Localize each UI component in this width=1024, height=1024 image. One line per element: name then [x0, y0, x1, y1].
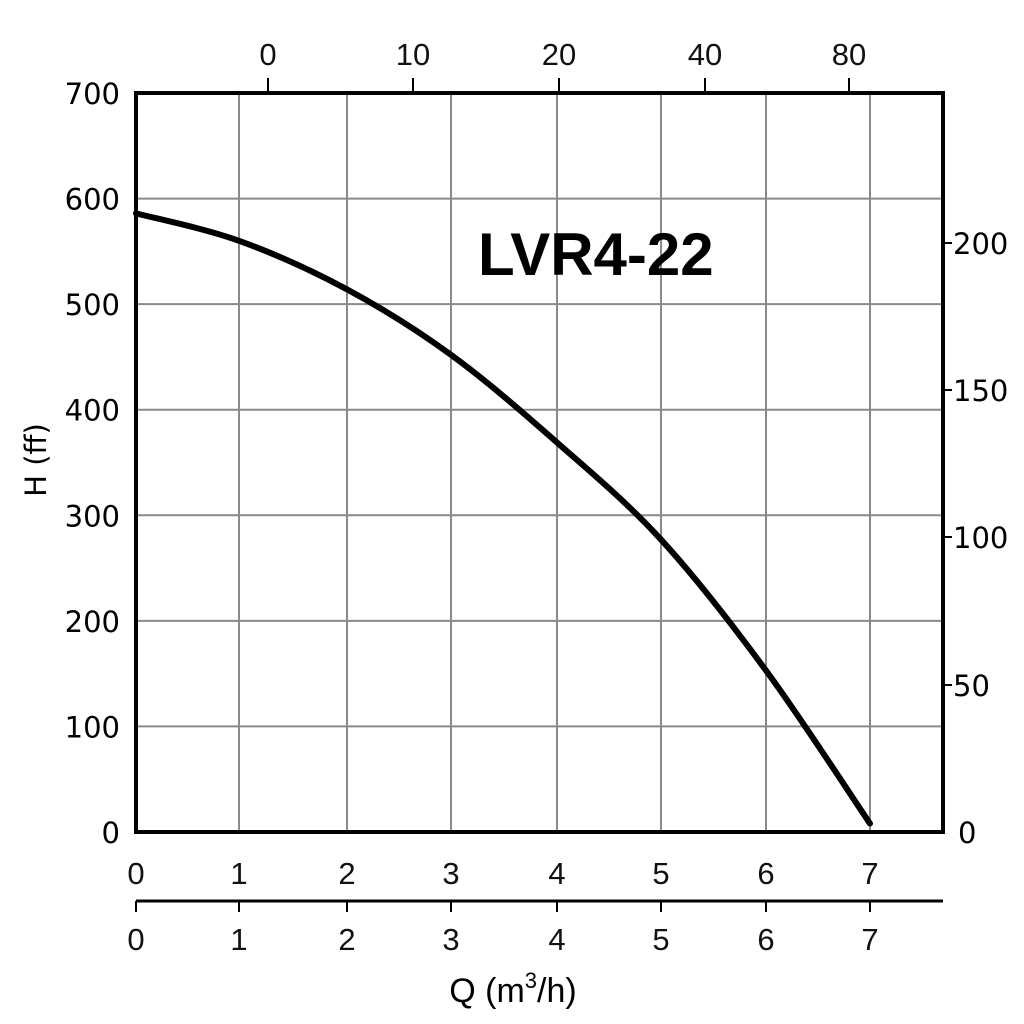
top-axis: 0 10 20 40 80 — [259, 37, 866, 93]
secondary-x-axis-tick-label: 6 — [757, 922, 774, 957]
right-axis-tick-label: 150 — [953, 374, 1008, 408]
bottom-axis-primary: 0 1 2 3 4 5 6 7 — [127, 856, 878, 891]
top-axis-tick-label: 0 — [259, 37, 276, 72]
left-axis-tick-label: 700 — [65, 77, 120, 111]
right-axis-tick-label: 50 — [953, 669, 990, 703]
secondary-x-axis-tick-label: 2 — [338, 922, 355, 957]
x-axis-tick-label: 6 — [757, 856, 774, 891]
x-axis-tick-label: 4 — [548, 856, 565, 891]
plot-frame — [134, 91, 945, 834]
pump-curve-line — [133, 210, 873, 827]
y-axis-title: H (ff) — [19, 423, 53, 497]
right-axis-tick-label: 100 — [953, 521, 1008, 555]
x-axis-tick-label: 5 — [652, 856, 669, 891]
left-axis-tick-label: 200 — [65, 605, 120, 639]
left-axis: 0 100 200 300 400 500 600 700 — [65, 77, 120, 850]
x-axis-tick-label: 1 — [230, 856, 247, 891]
left-axis-tick-label: 400 — [65, 394, 120, 428]
x-axis-tick-label: 3 — [442, 856, 459, 891]
left-axis-tick-label: 0 — [102, 816, 120, 850]
right-axis: 0 50 100 150 200 — [943, 227, 1008, 850]
left-axis-tick-label: 300 — [65, 499, 120, 533]
left-axis-tick-label: 600 — [65, 183, 120, 217]
right-axis-tick-label: 200 — [953, 227, 1008, 261]
x-axis-tick-label: 7 — [861, 856, 878, 891]
x-axis-title: Q (m3/h) — [449, 968, 576, 1010]
right-axis-tick-label: 0 — [958, 816, 976, 850]
left-axis-tick-label: 500 — [65, 288, 120, 322]
secondary-x-axis-tick-label: 4 — [548, 922, 565, 957]
top-axis-tick-label: 20 — [542, 37, 576, 72]
secondary-x-axis-tick-label: 1 — [230, 922, 247, 957]
chart-title: LVR4-22 — [478, 221, 714, 288]
x-axis-tick-label: 0 — [127, 856, 144, 891]
secondary-x-axis-tick-label: 3 — [442, 922, 459, 957]
secondary-x-axis-tick-label: 5 — [652, 922, 669, 957]
grid-lines — [136, 93, 943, 832]
x-axis-tick-label: 2 — [338, 856, 355, 891]
secondary-x-axis-tick-label: 0 — [127, 922, 144, 957]
secondary-x-axis-tick-label: 7 — [861, 922, 878, 957]
top-axis-tick-label: 80 — [832, 37, 866, 72]
top-axis-tick-label: 40 — [688, 37, 722, 72]
top-axis-tick-label: 10 — [396, 37, 430, 72]
left-axis-tick-label: 100 — [65, 710, 120, 744]
bottom-axis-secondary: 0 1 2 3 4 5 6 7 — [127, 901, 879, 957]
